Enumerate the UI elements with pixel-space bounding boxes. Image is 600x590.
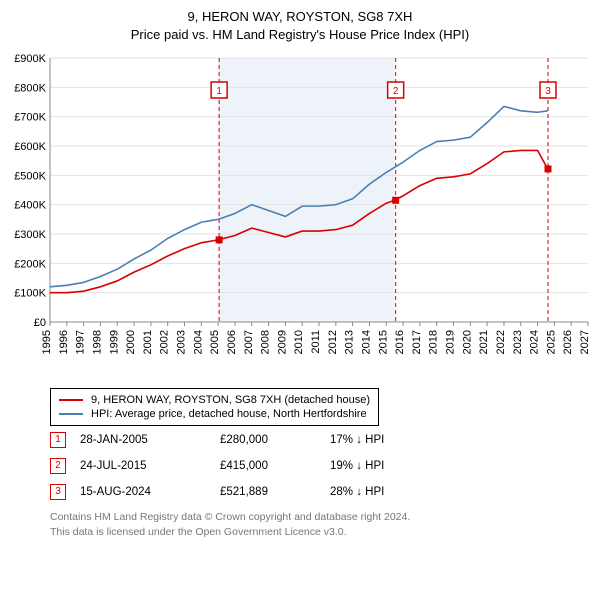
title-subtitle: Price paid vs. HM Land Registry's House … bbox=[8, 26, 592, 44]
svg-text:£500K: £500K bbox=[14, 171, 46, 183]
sales-table: 1 28-JAN-2005£280,00017% ↓ HPI 2 24-JUL-201… bbox=[50, 432, 592, 500]
svg-text:1998: 1998 bbox=[91, 330, 103, 354]
svg-text:2002: 2002 bbox=[159, 330, 171, 354]
svg-text:1996: 1996 bbox=[58, 330, 70, 354]
legend-item: 9, HERON WAY, ROYSTON, SG8 7XH (detached… bbox=[59, 393, 370, 407]
svg-text:2012: 2012 bbox=[327, 330, 339, 354]
svg-text:£900K: £900K bbox=[14, 53, 46, 65]
svg-text:£100K: £100K bbox=[14, 288, 46, 300]
sale-date: 28-JAN-2005 bbox=[80, 434, 220, 446]
svg-text:£300K: £300K bbox=[14, 229, 46, 241]
sale-price: £521,889 bbox=[220, 486, 330, 498]
legend-label: 9, HERON WAY, ROYSTON, SG8 7XH (detached… bbox=[91, 394, 370, 406]
sale-hpi-delta: 28% ↓ HPI bbox=[330, 486, 592, 498]
sale-price: £415,000 bbox=[220, 460, 330, 472]
title-address: 9, HERON WAY, ROYSTON, SG8 7XH bbox=[8, 8, 592, 26]
svg-text:£700K: £700K bbox=[14, 112, 46, 124]
svg-text:2022: 2022 bbox=[495, 330, 507, 354]
svg-text:2004: 2004 bbox=[192, 330, 204, 354]
svg-text:£800K: £800K bbox=[14, 83, 46, 95]
svg-text:2024: 2024 bbox=[529, 330, 541, 354]
svg-text:2018: 2018 bbox=[428, 330, 440, 354]
sale-date: 24-JUL-2015 bbox=[80, 460, 220, 472]
svg-text:2013: 2013 bbox=[344, 330, 356, 354]
svg-text:2019: 2019 bbox=[445, 330, 457, 354]
svg-text:£0: £0 bbox=[34, 317, 46, 329]
chart-legend: 9, HERON WAY, ROYSTON, SG8 7XH (detached… bbox=[50, 388, 379, 426]
svg-text:2011: 2011 bbox=[310, 330, 322, 354]
footer-line-2: This data is licensed under the Open Gov… bbox=[50, 525, 592, 539]
svg-text:2016: 2016 bbox=[394, 330, 406, 354]
price-chart: £0 £100K £200K £300K £400K £500K £600K £700K £80… bbox=[8, 52, 592, 382]
legend-label: HPI: Average price, detached house, Nort… bbox=[91, 408, 367, 420]
svg-text:2009: 2009 bbox=[276, 330, 288, 354]
sale-price: £280,000 bbox=[220, 434, 330, 446]
svg-text:1999: 1999 bbox=[108, 330, 120, 354]
svg-text:2010: 2010 bbox=[293, 330, 305, 354]
sale-badge: 1 bbox=[50, 432, 66, 448]
svg-text:2026: 2026 bbox=[562, 330, 574, 354]
svg-text:£200K: £200K bbox=[14, 259, 46, 271]
legend-item: HPI: Average price, detached house, Nort… bbox=[59, 407, 370, 421]
svg-text:2001: 2001 bbox=[142, 330, 154, 354]
svg-text:2000: 2000 bbox=[125, 330, 137, 354]
chart-container: { "title_line1": "9, HERON WAY, ROYSTON,… bbox=[0, 0, 600, 543]
svg-text:2014: 2014 bbox=[360, 330, 372, 354]
svg-text:2023: 2023 bbox=[512, 330, 524, 354]
footer-line-1: Contains HM Land Registry data © Crown c… bbox=[50, 510, 592, 524]
svg-text:2007: 2007 bbox=[243, 330, 255, 354]
svg-text:2025: 2025 bbox=[545, 330, 557, 354]
svg-text:3: 3 bbox=[545, 86, 551, 97]
svg-text:2006: 2006 bbox=[226, 330, 238, 354]
svg-text:£600K: £600K bbox=[14, 141, 46, 153]
legend-swatch bbox=[59, 399, 83, 401]
svg-text:2005: 2005 bbox=[209, 330, 221, 354]
sale-badge: 2 bbox=[50, 458, 66, 474]
sale-hpi-delta: 17% ↓ HPI bbox=[330, 434, 592, 446]
svg-text:2003: 2003 bbox=[176, 330, 188, 354]
svg-text:1997: 1997 bbox=[75, 330, 87, 354]
svg-text:1: 1 bbox=[216, 86, 222, 97]
svg-text:2020: 2020 bbox=[461, 330, 473, 354]
sale-hpi-delta: 19% ↓ HPI bbox=[330, 460, 592, 472]
sale-date: 15-AUG-2024 bbox=[80, 486, 220, 498]
chart-svg: £0 £100K £200K £300K £400K £500K £600K £700K £80… bbox=[8, 52, 592, 382]
sale-badge: 3 bbox=[50, 484, 66, 500]
legend-swatch bbox=[59, 413, 83, 415]
svg-text:2008: 2008 bbox=[260, 330, 272, 354]
svg-text:2017: 2017 bbox=[411, 330, 423, 354]
svg-text:1995: 1995 bbox=[41, 330, 53, 354]
svg-text:2027: 2027 bbox=[579, 330, 591, 354]
svg-text:2: 2 bbox=[393, 86, 399, 97]
svg-text:2021: 2021 bbox=[478, 330, 490, 354]
attribution-footer: Contains HM Land Registry data © Crown c… bbox=[50, 510, 592, 538]
svg-text:£400K: £400K bbox=[14, 200, 46, 212]
svg-text:2015: 2015 bbox=[377, 330, 389, 354]
